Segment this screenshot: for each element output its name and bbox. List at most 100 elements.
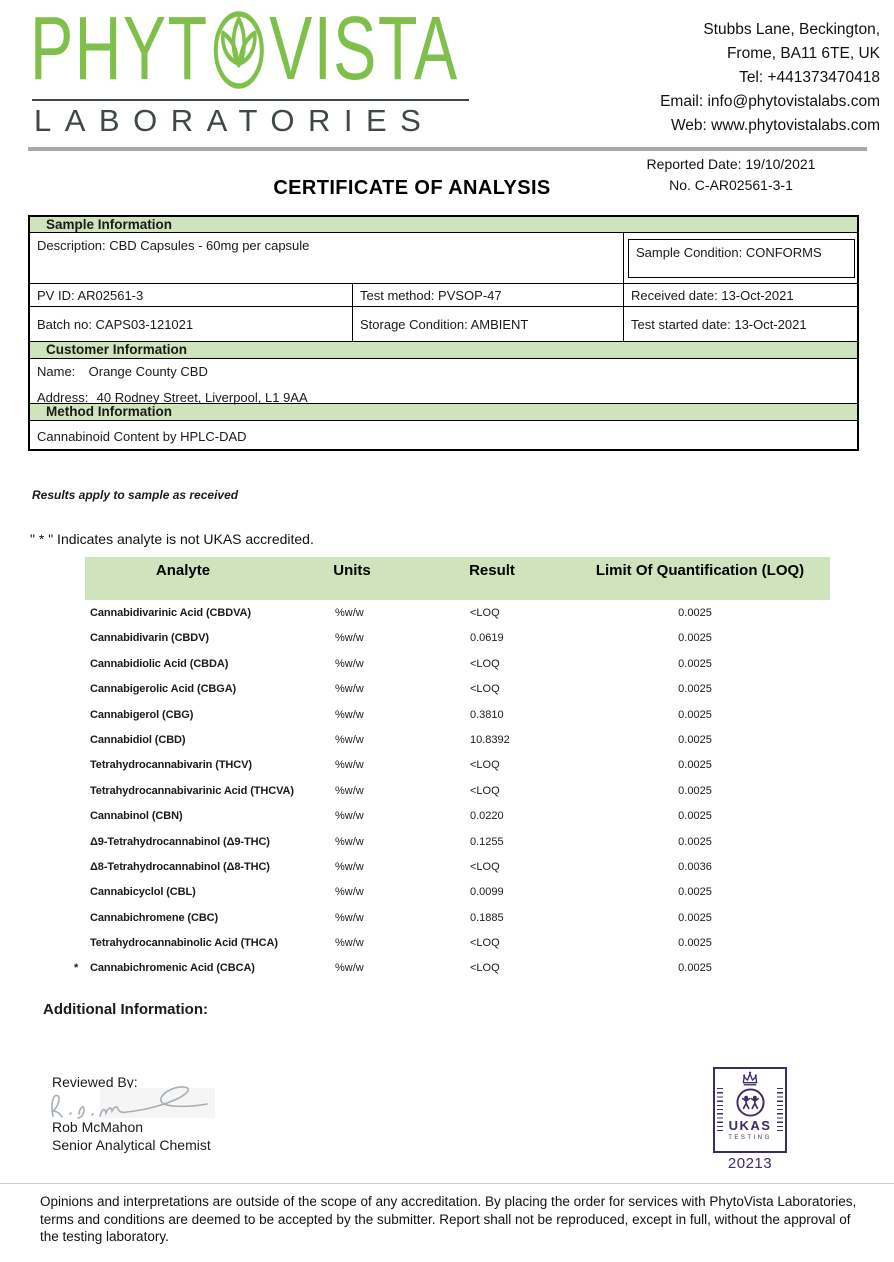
row-units: %w/w	[335, 860, 364, 873]
batch-row: Batch no: CAPS03-121021 Storage Conditio…	[30, 307, 857, 342]
row-analyte: Cannabidivarin (CBDV)	[90, 632, 209, 645]
test-started-date: Test started date: 13-Oct-2021	[623, 307, 857, 341]
row-loq: 0.0025	[678, 657, 712, 670]
row-units: %w/w	[335, 810, 364, 823]
contact-web: Web: www.phytovistalabs.com	[670, 117, 880, 134]
table-row: Cannabigerol (CBG) %w/w 0.3810 0.0025	[85, 703, 830, 728]
customer-name-line: Name: Orange County CBD	[37, 364, 850, 379]
table-row: Cannabidiol (CBD) %w/w 10.8392 0.0025	[85, 728, 830, 753]
table-row: Δ9-Tetrahydrocannabinol (Δ9-THC) %w/w 0.…	[85, 830, 830, 855]
row-result: <LOQ	[470, 784, 500, 797]
sample-info-header: Sample Information	[30, 217, 857, 233]
row-loq: 0.0025	[678, 759, 712, 772]
table-row: Cannabidivarin (CBDV) %w/w 0.0619 0.0025	[85, 626, 830, 651]
row-loq: 0.0025	[678, 733, 712, 746]
row-analyte: Δ9-Tetrahydrocannabinol (Δ9-THC)	[90, 835, 270, 848]
row-units: %w/w	[335, 759, 364, 772]
row-result: <LOQ	[470, 860, 500, 873]
row-units: %w/w	[335, 886, 364, 899]
signature-image	[50, 1086, 215, 1119]
row-loq: 0.0025	[678, 835, 712, 848]
page-title: CERTIFICATE OF ANALYSIS	[273, 177, 551, 199]
sample-info-table: Sample Information Description: CBD Caps…	[28, 215, 859, 451]
ukas-accreditation-number: 20213	[727, 1155, 773, 1172]
logo-divider	[32, 99, 469, 101]
row-analyte: Cannabichromene (CBC)	[90, 911, 219, 924]
contact-email: Email: info@phytovistalabs.com	[660, 93, 880, 110]
row-analyte: Cannabidiolic Acid (CBDA)	[90, 657, 229, 670]
row-loq: 0.0025	[678, 708, 712, 721]
footer-line: terms and conditions are deemed to be ac…	[40, 1211, 851, 1227]
ukas-testing-badge: UKAS TESTING	[713, 1067, 787, 1153]
customer-name: Orange County CBD	[88, 364, 208, 379]
table-row: Tetrahydrocannabivarin (THCV) %w/w <LOQ …	[85, 753, 830, 778]
row-loq: 0.0025	[678, 911, 712, 924]
test-method: Test method: PVSOP-47	[352, 284, 623, 306]
row-result: <LOQ	[470, 937, 500, 950]
col-header-loq: Limit Of Quantification (LOQ)	[595, 562, 805, 579]
table-row: Δ8-Tetrahydrocannabinol (Δ8-THC) %w/w <L…	[85, 855, 830, 880]
row-result: 0.3810	[470, 708, 504, 721]
logo-text-post: VISTA	[269, 0, 459, 99]
ukas-word: UKAS	[728, 1118, 772, 1133]
row-units: %w/w	[335, 911, 364, 924]
row-analyte: Cannabidiol (CBD)	[90, 733, 186, 746]
footer-line: the testing laboratory.	[40, 1229, 169, 1244]
row-result: 0.0220	[470, 810, 504, 823]
method-name: Cannabinoid Content by HPLC-DAD	[37, 429, 247, 444]
storage-condition: Storage Condition: AMBIENT	[352, 307, 623, 341]
method-info-header: Method Information	[30, 404, 857, 421]
row-result: 0.1255	[470, 835, 504, 848]
row-analyte: Cannabigerol (CBG)	[90, 708, 194, 721]
row-result: <LOQ	[470, 657, 500, 670]
row-units: %w/w	[335, 962, 364, 975]
row-loq: 0.0025	[678, 886, 712, 899]
table-row: Cannabigerolic Acid (CBGA) %w/w <LOQ 0.0…	[85, 677, 830, 702]
crown-icon	[742, 1071, 758, 1086]
row-units: %w/w	[335, 632, 364, 645]
signer-name: Rob McMahon	[52, 1119, 144, 1135]
contact-tel: Tel: +441373470418	[739, 69, 880, 86]
row-units: %w/w	[335, 657, 364, 670]
col-header-analyte: Analyte	[155, 562, 211, 579]
row-analyte: Tetrahydrocannabivarinic Acid (THCVA)	[90, 784, 294, 797]
customer-address: 40 Rodney Street, Liverpool, L1 9AA	[96, 390, 308, 405]
col-header-units: Units	[333, 562, 371, 579]
row-result: 10.8392	[470, 733, 510, 746]
report-number: No. C-AR02561-3-1	[669, 177, 793, 193]
row-analyte: Cannabigerolic Acid (CBGA)	[90, 683, 237, 696]
customer-address-line: Address: 40 Rodney Street, Liverpool, L1…	[37, 390, 850, 405]
row-result: 0.0619	[470, 632, 504, 645]
signer-title: Senior Analytical Chemist	[52, 1137, 211, 1153]
row-loq: 0.0036	[678, 860, 712, 873]
contact-address-line1: Stubbs Lane, Beckington,	[703, 21, 880, 38]
row-loq: 0.0025	[678, 632, 712, 645]
ukas-ruler-ticks-right	[777, 1088, 783, 1132]
row-loq: 0.0025	[678, 784, 712, 797]
row-loq: 0.0025	[678, 683, 712, 696]
sample-condition: Sample Condition: CONFORMS	[628, 239, 855, 278]
table-row: Cannabichromene (CBC) %w/w 0.1885 0.0025	[85, 906, 830, 931]
table-row: Cannabidivarinic Acid (CBDVA) %w/w <LOQ …	[85, 601, 830, 626]
sample-description: Description: CBD Capsules - 60mg per cap…	[37, 238, 310, 253]
footer-disclaimer: Opinions and interpretations are outside…	[40, 1193, 858, 1246]
row-units: %w/w	[335, 784, 364, 797]
customer-row: Name: Orange County CBD Address: 40 Rodn…	[30, 359, 857, 405]
lab-contact-block: Stubbs Lane, Beckington, Frome, BA11 6TE…	[660, 18, 880, 138]
row-units: %w/w	[335, 683, 364, 696]
logo-subtitle: LABORATORIES	[34, 103, 435, 138]
row-analyte: Tetrahydrocannabinolic Acid (THCA)	[90, 937, 278, 950]
row-analyte: Δ8-Tetrahydrocannabinol (Δ8-THC)	[90, 860, 270, 873]
table-row: Tetrahydrocannabivarinic Acid (THCVA) %w…	[85, 779, 830, 804]
row-loq: 0.0025	[678, 607, 712, 619]
description-row: Description: CBD Capsules - 60mg per cap…	[30, 233, 857, 284]
row-result: 0.0099	[470, 886, 504, 899]
table-row: Cannabidiolic Acid (CBDA) %w/w <LOQ 0.00…	[85, 652, 830, 677]
reported-date: Reported Date: 19/10/2021	[646, 156, 816, 172]
pvid-row: PV ID: AR02561-3 Test method: PVSOP-47 R…	[30, 284, 857, 307]
footer-divider	[0, 1183, 894, 1184]
report-meta: Reported Date: 19/10/2021 No. C-AR02561-…	[591, 154, 871, 196]
row-result: <LOQ	[470, 607, 500, 619]
results-apply-note: Results apply to sample as received	[32, 488, 239, 502]
row-analyte: Cannabinol (CBN)	[90, 810, 183, 823]
